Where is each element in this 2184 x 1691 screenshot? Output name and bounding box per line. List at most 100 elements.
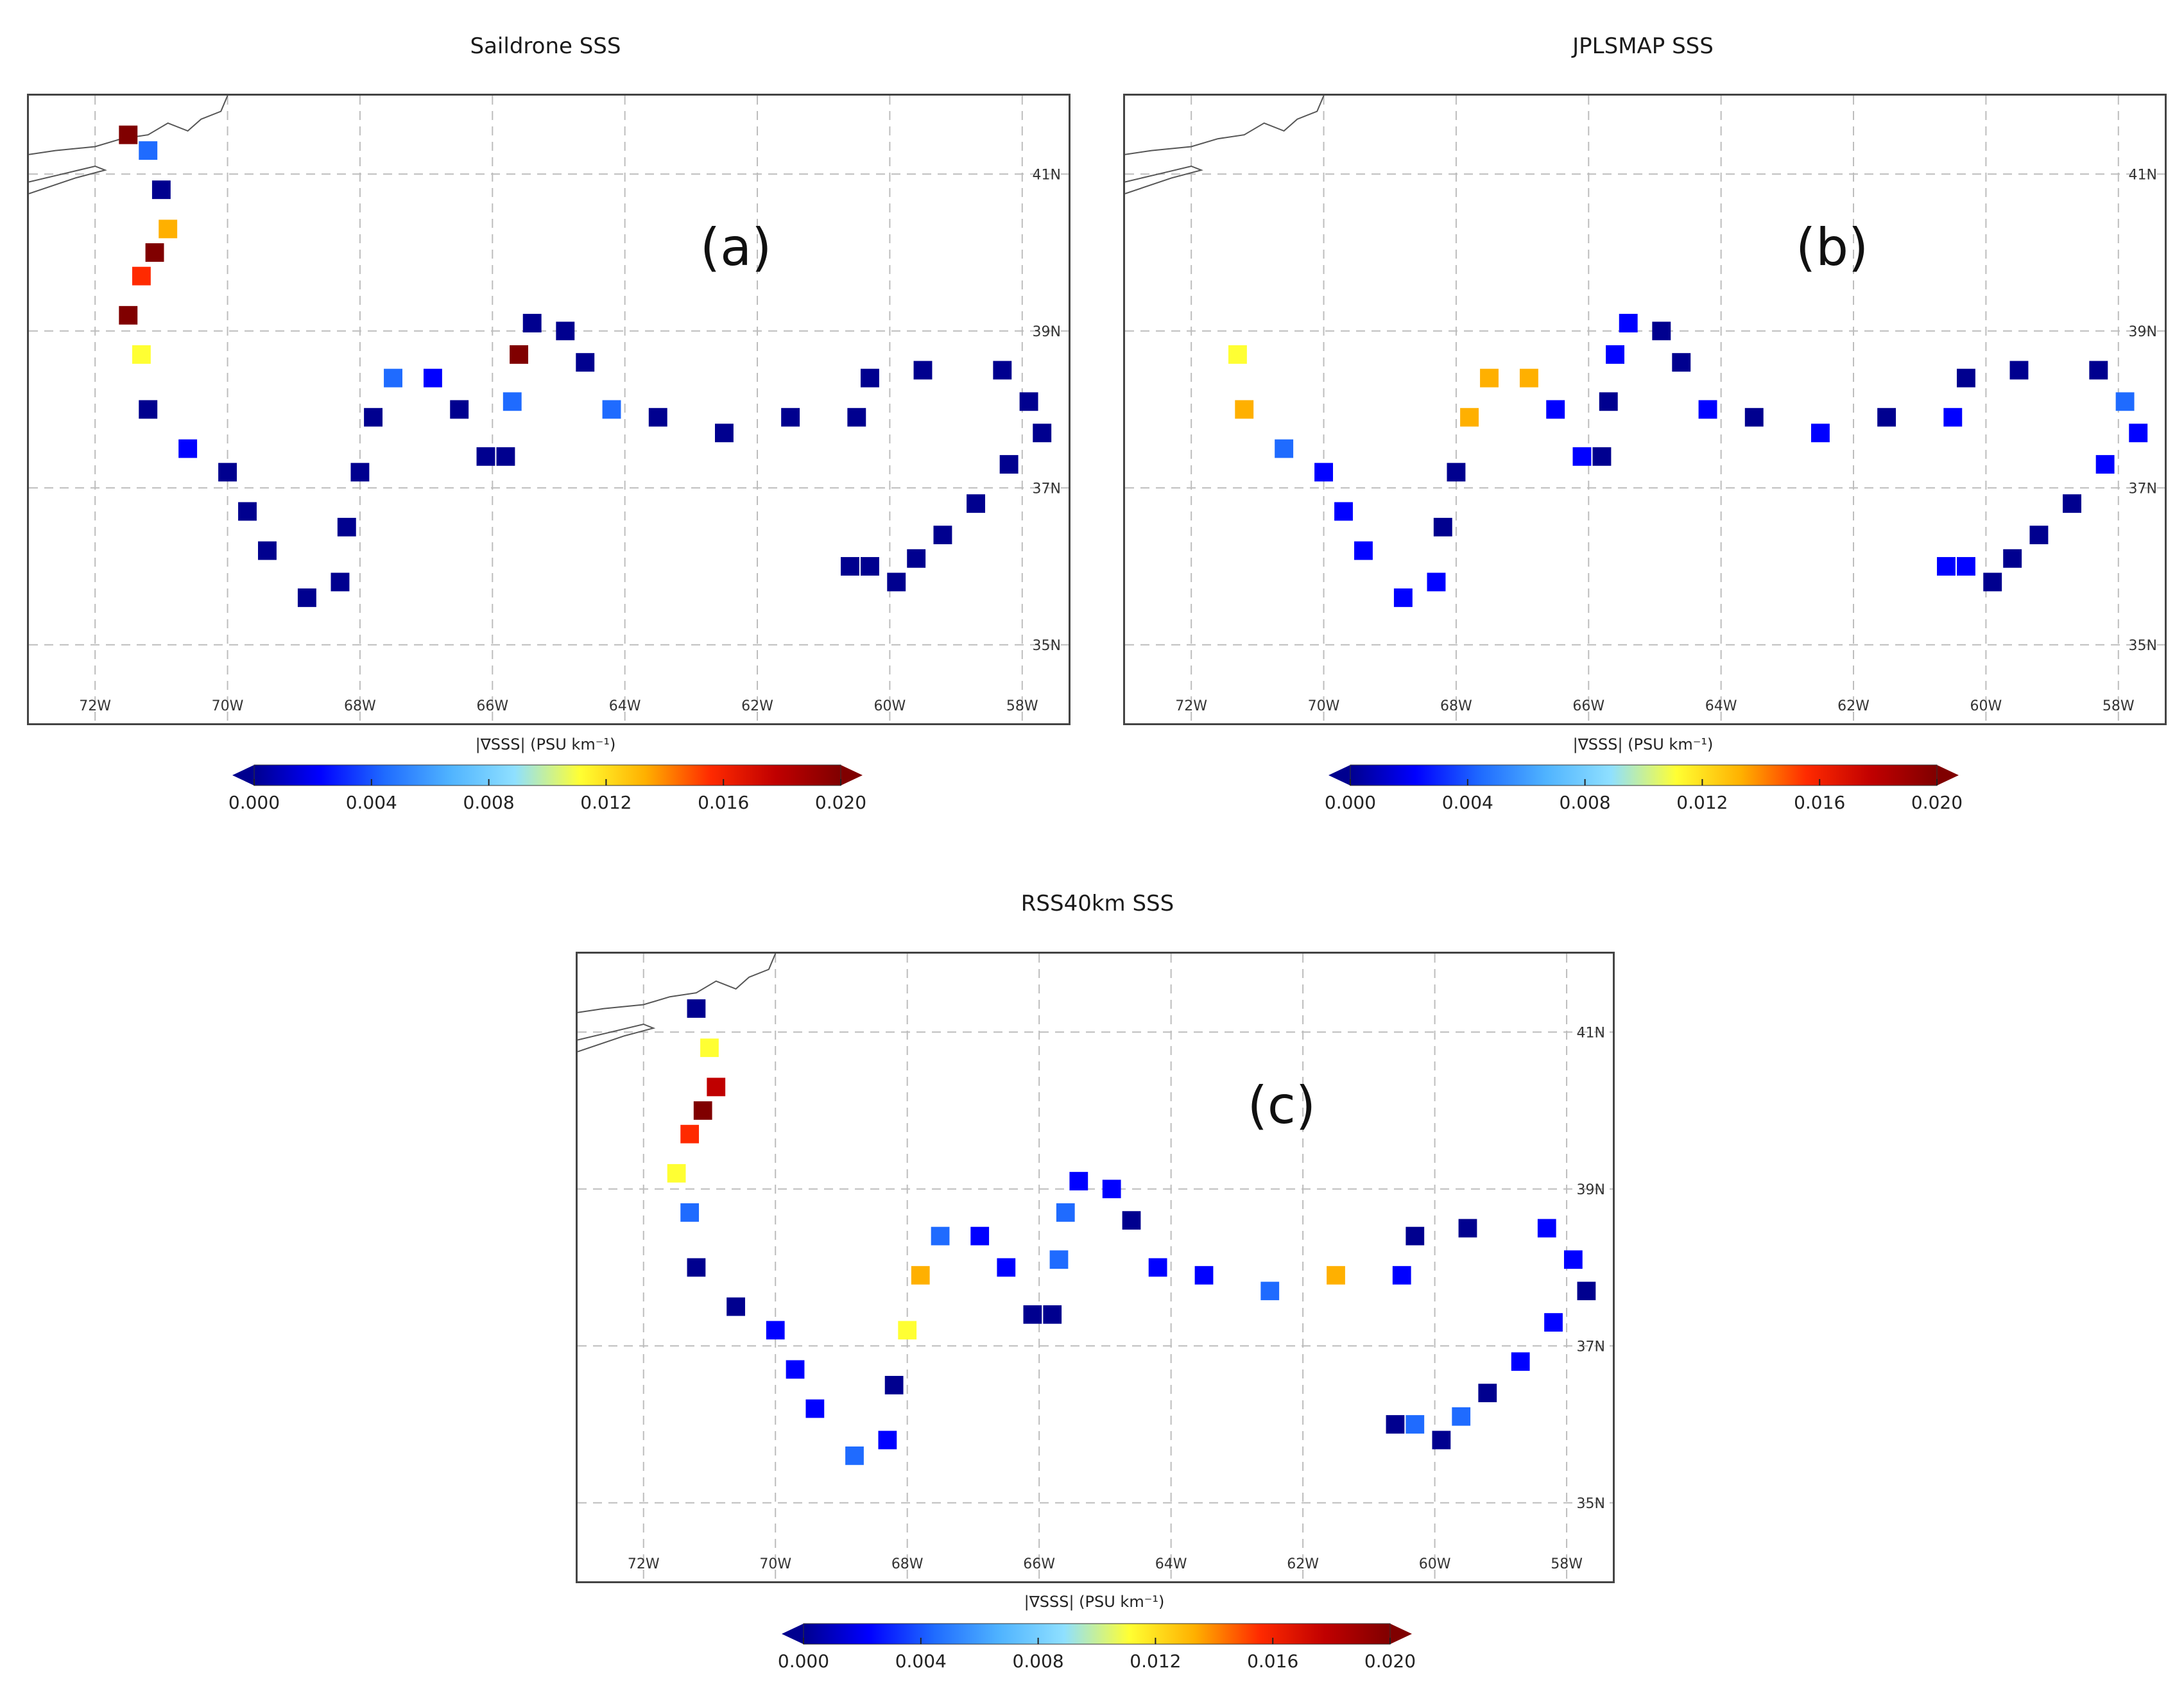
track-cell xyxy=(1563,1250,1583,1269)
colorbar-tick-label: 0.020 xyxy=(814,792,867,813)
panel-b-title: JPLSMAP SSS xyxy=(1572,33,1714,59)
track-cell xyxy=(1460,408,1479,427)
panel-c-plot: 72W 70W 68W 66W 64W 62W 60W 58W 41N 39N 37N 35N (c) xyxy=(578,954,1613,1581)
colorbar-min-arrow xyxy=(232,765,254,785)
track-cell xyxy=(707,1077,726,1097)
panel-letter: (c) xyxy=(1248,1076,1316,1135)
panel-b-colorbar xyxy=(1328,762,1959,788)
lat-tick-label: 35N xyxy=(2129,638,2157,654)
lat-tick-label: 35N xyxy=(1033,638,1061,654)
track-cell xyxy=(911,1266,930,1285)
colorbar-tick-label: 0.020 xyxy=(1911,792,1963,813)
track-cell xyxy=(2029,526,2049,545)
lat-tick-label: 39N xyxy=(2129,324,2157,340)
track-cell xyxy=(714,424,734,443)
panel-b-map: 72W 70W 68W 66W 64W 62W 60W 58W 41N 39N 37N 35N (b) xyxy=(1123,94,2167,725)
track-cell xyxy=(680,1124,700,1144)
panel-letter: (a) xyxy=(700,218,771,277)
track-cell xyxy=(1433,517,1452,536)
lon-tick-label: 68W xyxy=(891,1556,924,1572)
track-cell xyxy=(2009,361,2029,380)
coastline xyxy=(1125,96,1325,155)
track-cell xyxy=(648,408,667,427)
track-cell xyxy=(997,1258,1016,1277)
panel-a-colorbar xyxy=(232,762,863,788)
track-cell xyxy=(693,1101,712,1120)
lon-tick-label: 64W xyxy=(1155,1556,1187,1572)
lon-tick-label: 72W xyxy=(1175,698,1207,714)
track-cell xyxy=(727,1297,745,1316)
track-cell xyxy=(522,314,542,332)
track-cell xyxy=(1480,368,1499,388)
colorbar-tick-label: 0.000 xyxy=(228,792,280,813)
track-cell xyxy=(1314,463,1333,482)
colorbar-tick-label: 0.004 xyxy=(345,792,397,813)
track-cell xyxy=(1392,1266,1411,1285)
track-cell xyxy=(1606,345,1625,364)
track-cell xyxy=(450,400,469,419)
lon-tick-label: 66W xyxy=(1023,1556,1055,1572)
colorbar-tick-label: 0.012 xyxy=(580,792,632,813)
colorbar-min-arrow xyxy=(1328,765,1350,785)
track-cell xyxy=(1275,439,1294,458)
colorbar-max-arrow xyxy=(1390,1624,1412,1644)
track-cell xyxy=(700,1038,719,1058)
track-cell xyxy=(687,1258,706,1277)
track-cell xyxy=(841,557,859,576)
track-cell xyxy=(1043,1305,1062,1324)
track-cell xyxy=(680,1203,700,1222)
panel-b-colorbar-label: |∇SSS| (PSU km⁻¹) xyxy=(1572,735,1714,753)
colorbar-tick-label: 0.004 xyxy=(895,1651,947,1672)
track-cell xyxy=(1937,557,1956,576)
lon-tick-label: 60W xyxy=(1970,698,2002,714)
track-cell xyxy=(350,463,370,482)
colorbar-tick-label: 0.020 xyxy=(1364,1651,1416,1672)
lon-tick-label: 64W xyxy=(1705,698,1737,714)
track-cell xyxy=(786,1360,805,1379)
track-cell xyxy=(1572,447,1592,466)
track-cell xyxy=(1056,1203,1075,1222)
coastline xyxy=(578,954,777,1013)
track-cell xyxy=(139,400,158,419)
track-cell xyxy=(503,392,522,411)
colorbar-tick-label: 0.004 xyxy=(1441,792,1493,813)
track-cell xyxy=(2129,424,2148,443)
track-cell xyxy=(845,1446,864,1465)
track-cell xyxy=(887,572,906,592)
lon-tick-label: 70W xyxy=(759,1556,791,1572)
colorbar-tick-label: 0.000 xyxy=(1324,792,1377,813)
track-cell xyxy=(2089,361,2108,380)
lat-tick-label: 41N xyxy=(2129,167,2157,183)
track-cell xyxy=(1033,424,1052,443)
lat-tick-label: 39N xyxy=(1577,1182,1605,1198)
track-cell xyxy=(1406,1226,1425,1246)
lat-tick-label: 41N xyxy=(1577,1025,1605,1041)
track-cell xyxy=(1478,1384,1497,1402)
track-cell xyxy=(1544,1313,1563,1332)
track-cell xyxy=(1592,447,1612,466)
track-cell xyxy=(2115,392,2135,411)
colorbar-tick-label: 0.012 xyxy=(1676,792,1728,813)
track-cell xyxy=(1023,1305,1042,1324)
lon-tick-label: 66W xyxy=(476,698,508,714)
track-cell xyxy=(602,400,621,419)
lat-tick-label: 37N xyxy=(1577,1339,1605,1355)
colorbar-tick-label: 0.008 xyxy=(1012,1651,1064,1672)
track-cell xyxy=(119,125,138,144)
track-cell xyxy=(218,463,237,482)
track-cell xyxy=(1877,408,1896,427)
panel-c-colorbar-label: |∇SSS| (PSU km⁻¹) xyxy=(1024,1593,1165,1611)
track-cell xyxy=(1447,463,1466,482)
track-cell xyxy=(931,1226,950,1246)
track-cell xyxy=(510,345,529,364)
panel-letter: (b) xyxy=(1796,218,1868,277)
track-cell xyxy=(1122,1211,1141,1230)
track-cell xyxy=(1228,345,1247,364)
panel-c-colorbar xyxy=(782,1621,1412,1647)
track-cell xyxy=(1194,1266,1214,1285)
colorbar-min-arrow xyxy=(782,1624,804,1644)
track-cell xyxy=(1049,1250,1069,1269)
track-cell xyxy=(132,345,151,364)
track-cell xyxy=(861,557,879,576)
track-cell xyxy=(1386,1415,1405,1434)
